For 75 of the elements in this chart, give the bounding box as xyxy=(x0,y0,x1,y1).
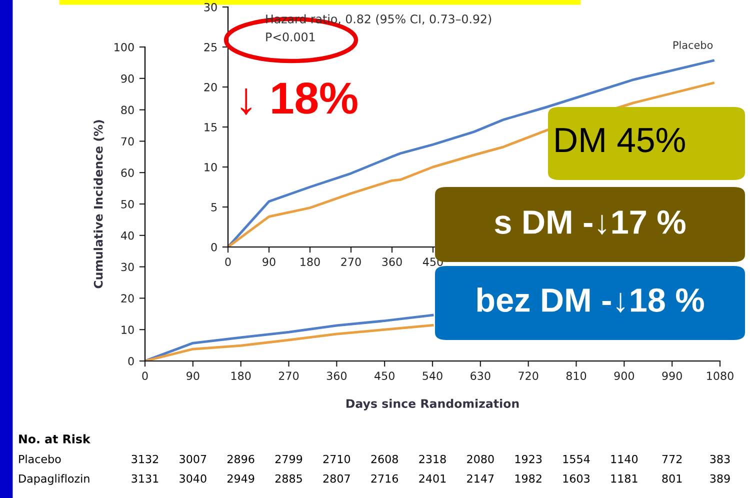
x-tick-label: 540 xyxy=(422,372,442,380)
y-tick-label: 20 xyxy=(204,82,217,92)
text: 2949 xyxy=(228,474,254,483)
y-tick-label: 80 xyxy=(121,106,134,114)
x-tick-label: 1080 xyxy=(707,372,734,380)
text: 3007 xyxy=(180,454,206,464)
y-tick-label: 5 xyxy=(211,203,217,212)
y-tick-label: 30 xyxy=(121,262,134,272)
x-tick-label: 0 xyxy=(225,258,231,266)
text: 2080 xyxy=(467,454,494,464)
y-tick-label: 90 xyxy=(121,74,134,83)
text: 389 xyxy=(710,474,730,483)
text: 772 xyxy=(662,454,682,464)
y-tick-label: 50 xyxy=(121,200,134,208)
text: 2401 xyxy=(419,474,446,483)
y-tick-label: 100 xyxy=(114,42,134,52)
x-axis-title: Days since Randomization xyxy=(346,398,519,410)
annotation: s DM -↓17 % xyxy=(494,210,686,235)
text: 801 xyxy=(662,474,682,483)
line-series xyxy=(145,324,434,361)
text: 1923 xyxy=(515,454,542,464)
x-tick-label: 990 xyxy=(662,372,682,380)
x-tick-label: 270 xyxy=(341,258,361,266)
x-tick-label: 810 xyxy=(566,372,586,380)
x-tick-label: 900 xyxy=(614,372,634,380)
annotation: ↓ 18% xyxy=(240,82,358,115)
y-tick-label: 70 xyxy=(121,137,134,146)
y-tick-label: 0 xyxy=(128,356,134,366)
annotation: bez DM -↓18 % xyxy=(477,287,704,313)
text: 1181 xyxy=(611,474,638,483)
text: 2885 xyxy=(275,474,302,483)
text: 2896 xyxy=(228,454,254,464)
y-tick-label: 20 xyxy=(121,294,134,303)
text: 2608 xyxy=(371,454,398,464)
text: 2799 xyxy=(275,454,302,464)
y-tick-label: 10 xyxy=(122,326,134,334)
text: 2318 xyxy=(419,454,446,464)
x-tick-label: 360 xyxy=(326,372,347,380)
annotation: DM 45% xyxy=(556,128,685,152)
text: 383 xyxy=(710,454,730,464)
x-tick-label: 270 xyxy=(278,372,299,380)
line-series xyxy=(145,314,434,361)
y-axis-title: Cumulative Incidence (%) xyxy=(94,120,104,288)
y-tick-label: 60 xyxy=(121,168,134,177)
x-tick-label: 630 xyxy=(470,372,490,380)
text: No. at Risk xyxy=(19,434,91,444)
y-tick-label: 15 xyxy=(204,123,217,132)
annotation: P<0.001 xyxy=(266,32,315,42)
text: 2147 xyxy=(467,474,494,483)
x-tick-label: 90 xyxy=(186,372,200,380)
text: Placebo xyxy=(19,454,61,464)
y-tick-label: 40 xyxy=(120,231,134,240)
text: 1982 xyxy=(515,474,542,483)
x-tick-label: 450 xyxy=(374,372,394,380)
x-tick-label: 0 xyxy=(142,372,148,380)
text: 3040 xyxy=(180,474,206,483)
text: 1140 xyxy=(611,454,638,464)
text: 2710 xyxy=(323,454,350,464)
y-tick-label: 0 xyxy=(211,242,217,252)
x-tick-label: 90 xyxy=(262,258,276,266)
y-tick-label: 25 xyxy=(204,42,217,52)
text: 2716 xyxy=(371,474,398,483)
series-label: Placebo xyxy=(674,40,713,49)
x-tick-label: 720 xyxy=(518,372,538,380)
text: 1603 xyxy=(563,474,590,483)
x-tick-label: 180 xyxy=(300,258,320,266)
x-tick-label: 180 xyxy=(231,372,251,380)
text: 1554 xyxy=(563,454,590,464)
x-tick-label: 360 xyxy=(382,258,402,266)
y-tick-label: 30 xyxy=(204,2,217,12)
y-tick-label: 10 xyxy=(204,162,217,172)
text: 3132 xyxy=(132,454,158,464)
text: Dapagliflozin xyxy=(19,474,90,485)
text: 3131 xyxy=(132,474,158,483)
text: 2807 xyxy=(323,474,350,483)
